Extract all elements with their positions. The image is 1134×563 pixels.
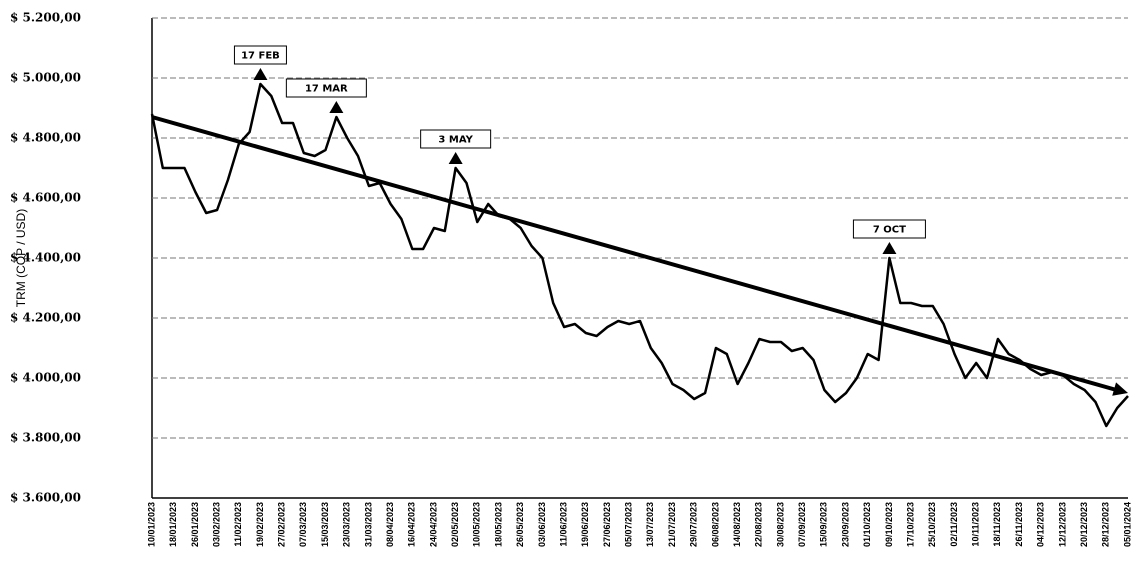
x-tick-label: 31/03/2023 (363, 502, 373, 547)
x-tick-label: 20/12/2023 (1079, 502, 1089, 547)
x-tick-label: 30/08/2023 (775, 502, 785, 547)
x-tick-label: 10/11/2023 (971, 502, 981, 547)
x-tick-label: 21/07/2023 (667, 502, 677, 547)
y-tick-label: $ 3.600,00 (10, 491, 81, 505)
x-tick-label: 29/07/2023 (689, 502, 699, 547)
annotation-box (285, 78, 367, 98)
x-tick-label: 27/06/2023 (602, 502, 612, 547)
trend-arrowhead (1112, 382, 1128, 396)
x-tick-label: 26/01/2023 (190, 502, 200, 547)
x-tick-label: 14/08/2023 (732, 502, 742, 547)
x-tick-label: 24/04/2023 (428, 502, 438, 547)
x-tick-label: 06/08/2023 (710, 502, 720, 547)
x-tick-label: 10/01/2023 (146, 502, 156, 547)
x-tick-label: 25/10/2023 (927, 502, 937, 547)
price-line (150, 82, 1129, 428)
x-tick-label: 07/09/2023 (797, 502, 807, 547)
y-tick-label: $ 5.200,00 (10, 11, 81, 25)
annotation-box (420, 129, 492, 149)
y-tick-label: $ 5.000,00 (10, 71, 81, 85)
y-tick-label: $ 4.400,00 (10, 251, 81, 265)
annotation-label: 3 MAY (438, 135, 473, 146)
x-tick-label: 15/03/2023 (320, 502, 330, 547)
x-tick-label: 13/07/2023 (645, 502, 655, 547)
x-tick-label: 22/08/2023 (754, 502, 764, 547)
y-tick-label: $ 4.200,00 (10, 311, 81, 325)
x-tick-label: 16/04/2023 (407, 502, 417, 547)
annotation-label: 17 MAR (305, 84, 348, 95)
x-tick-label: 15/09/2023 (819, 502, 829, 547)
x-tick-label: 12/12/2023 (1057, 502, 1067, 547)
x-tick-label: 07/03/2023 (298, 502, 308, 547)
annotation-arrow (253, 68, 268, 80)
x-tick-label: 26/05/2023 (515, 502, 525, 547)
x-tick-label: 19/06/2023 (580, 502, 590, 547)
annotation-arrow (329, 101, 344, 113)
x-tick-label: 05/07/2023 (624, 502, 634, 547)
y-tick-label: $ 4.600,00 (10, 191, 81, 205)
x-tick-label: 28/12/2023 (1101, 502, 1111, 547)
x-tick-label: 04/12/2023 (1036, 502, 1046, 547)
x-tick-label: 08/04/2023 (385, 502, 395, 547)
x-tick-label: 19/02/2023 (255, 502, 265, 547)
x-tick-label: 05/01/2024 (1122, 502, 1132, 547)
y-tick-label: $ 4.800,00 (10, 131, 81, 145)
x-tick-label: 10/05/2023 (472, 502, 482, 547)
x-tick-label: 23/09/2023 (840, 502, 850, 547)
x-tick-label: 27/02/2023 (277, 502, 287, 547)
x-tick-label: 23/03/2023 (342, 502, 352, 547)
x-tick-label: 17/10/2023 (905, 502, 915, 547)
annotation-label: 7 OCT (873, 225, 906, 236)
x-tick-label: 26/11/2023 (1014, 502, 1024, 547)
x-tick-label: 03/06/2023 (537, 502, 547, 547)
annotation-label: 17 FEB (241, 51, 280, 62)
trend-line (151, 115, 1121, 393)
annotation-arrow (882, 242, 897, 254)
annotation-box (233, 45, 287, 65)
x-tick-label: 18/11/2023 (992, 502, 1002, 547)
x-tick-label: 02/05/2023 (450, 502, 460, 547)
y-tick-label: $ 3.800,00 (10, 431, 81, 445)
annotation-box (852, 219, 926, 239)
y-tick-label: $ 4.000,00 (10, 371, 81, 385)
y-axis-label: TRM (COP / USD) (14, 209, 28, 307)
x-tick-label: 03/02/2023 (211, 502, 221, 547)
x-tick-label: 11/02/2023 (233, 502, 243, 547)
x-tick-label: 11/06/2023 (558, 502, 568, 547)
x-tick-label: 01/10/2023 (862, 502, 872, 547)
x-tick-label: 18/05/2023 (493, 502, 503, 547)
x-tick-label: 09/10/2023 (884, 502, 894, 547)
annotation-arrow (448, 152, 463, 164)
x-tick-label: 18/01/2023 (168, 502, 178, 547)
x-tick-label: 02/11/2023 (949, 502, 959, 547)
